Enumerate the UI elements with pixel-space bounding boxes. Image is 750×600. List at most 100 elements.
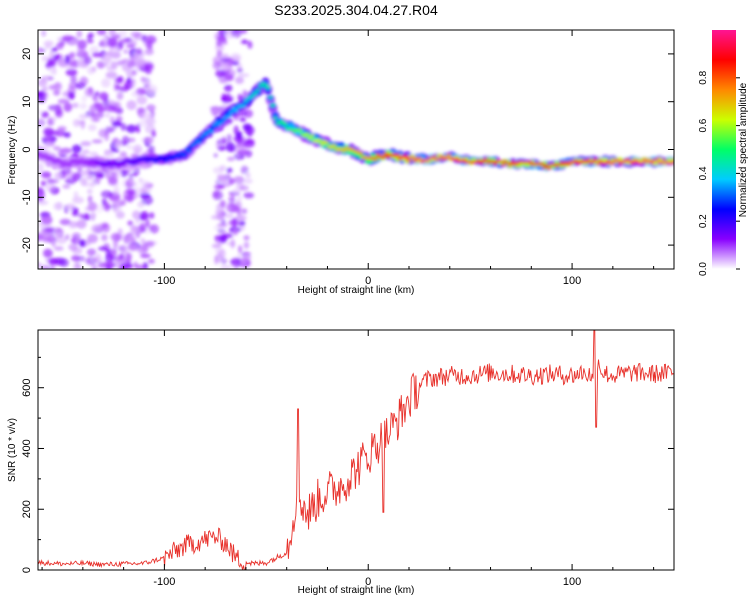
ridge-blob [412, 159, 418, 162]
ridge-blob [250, 93, 256, 98]
noise-blob [225, 205, 232, 211]
noise-blob [71, 102, 79, 109]
colorbar-axes: 0.0 0.2 0.4 0.6 0.8 [698, 70, 740, 276]
noise-blob [237, 211, 242, 217]
colorbar-tick-label: 0.2 [698, 214, 709, 228]
ridge-blob [436, 158, 442, 161]
noise-blob [117, 244, 129, 252]
noise-blob [90, 212, 97, 219]
snr-marks [38, 330, 674, 570]
noise-blob [63, 132, 71, 138]
noise-blob [214, 255, 219, 265]
y-tick-label: 400 [21, 439, 33, 457]
ridge-blob [150, 156, 156, 160]
noise-blob [235, 143, 245, 149]
noise-blob [88, 124, 97, 132]
noise-blob [87, 195, 93, 204]
ridge-blob [417, 157, 423, 160]
noise-blob [81, 95, 88, 103]
ridge-blob [500, 163, 506, 166]
ridge-blob [622, 159, 628, 163]
ridge-blob [590, 160, 596, 163]
ridge-blob [265, 85, 271, 90]
noise-blob [243, 178, 253, 184]
noise-blob [217, 138, 228, 145]
noise-blob [42, 86, 48, 92]
ridge-blob [216, 122, 222, 126]
noise-blob [120, 38, 129, 45]
spectrogram-y-axis-label: Frequency (Hz) [7, 116, 18, 185]
noise-blob [71, 144, 82, 154]
noise-blob [133, 32, 144, 41]
snr-plot-area [38, 330, 674, 570]
noise-blob [57, 98, 70, 104]
noise-blob [246, 130, 253, 138]
noise-blob [80, 119, 86, 130]
ridge-blob [625, 158, 630, 161]
noise-blob [243, 192, 255, 199]
noise-blob [139, 211, 149, 221]
noise-blob [59, 218, 71, 226]
ridge-blob [507, 163, 513, 166]
ridge-blob [272, 116, 278, 121]
noise-blob [121, 135, 130, 146]
noise-blob [61, 35, 74, 41]
noise-blob [38, 47, 46, 53]
ridge-blob [297, 128, 303, 133]
noise-blob [212, 167, 224, 174]
noise-blob [126, 144, 133, 150]
ridge-blob [439, 155, 445, 158]
noise-blob [230, 52, 242, 63]
noise-blob [217, 184, 225, 189]
ridge-blob [199, 135, 205, 139]
noise-blob [102, 201, 110, 211]
ridge-blob [444, 156, 449, 160]
noise-blob [145, 219, 150, 228]
x-tick-label: 100 [563, 576, 581, 588]
noise-blob [79, 76, 89, 86]
noise-blob [143, 240, 155, 247]
ridge-blob [382, 152, 388, 156]
noise-blob [232, 188, 241, 194]
ridge-blob [126, 158, 131, 163]
noise-blob [108, 127, 113, 133]
noise-blob [107, 37, 118, 48]
noise-blob [53, 246, 64, 251]
noise-blob [216, 50, 223, 58]
ridge-blob [204, 131, 210, 136]
noise-blob [219, 179, 229, 184]
x-tick-label: 100 [563, 275, 581, 287]
noise-blob [225, 213, 234, 219]
ridge-blob [541, 166, 547, 169]
ridge-blob [192, 142, 198, 146]
noise-blob [57, 126, 67, 132]
noise-blob [214, 235, 221, 240]
ridge-blob [380, 155, 386, 160]
noise-blob [91, 139, 103, 144]
y-tick-label: 200 [21, 500, 33, 518]
noise-blob [108, 104, 115, 110]
ridge-blob [409, 156, 415, 159]
noise-blob [113, 141, 122, 149]
noise-blob [212, 56, 223, 65]
ridge-blob [615, 159, 621, 162]
noise-blob [115, 211, 125, 219]
noise-blob [114, 101, 121, 109]
noise-blob [126, 100, 137, 111]
ridge-blob [659, 161, 665, 164]
noise-blob [240, 165, 249, 175]
ridge-blob [661, 158, 667, 161]
ridge-blob [585, 158, 591, 162]
noise-blob [80, 177, 88, 186]
ridge-blob [595, 162, 601, 165]
noise-blob [72, 172, 82, 182]
ridge-blob [324, 141, 330, 145]
noise-blob [135, 186, 141, 195]
ridge-blob [544, 164, 550, 167]
noise-blob [41, 171, 52, 179]
noise-blob [211, 244, 222, 248]
ridge-blob [483, 158, 489, 162]
noise-blob [98, 128, 107, 138]
ridge-blob [130, 158, 136, 162]
noise-blob [136, 95, 147, 105]
